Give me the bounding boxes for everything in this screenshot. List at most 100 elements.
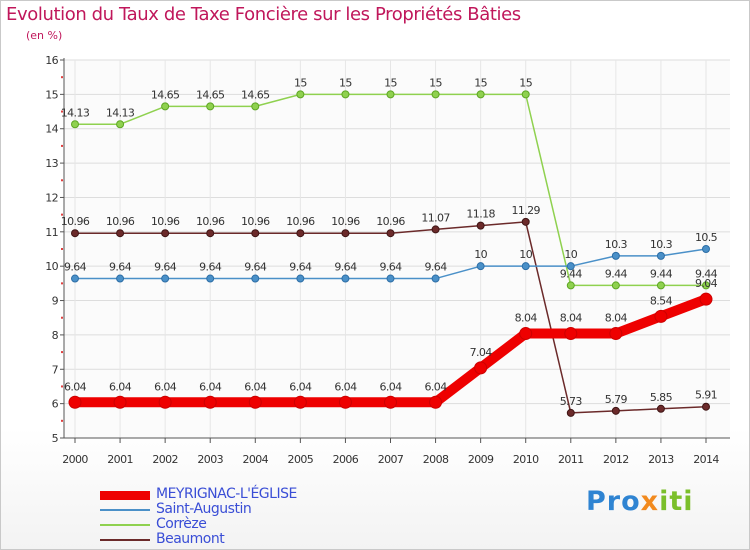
y-minor-mark	[61, 316, 63, 319]
x-tick-label: 2011	[558, 453, 584, 466]
series-1-data-label: 10	[564, 248, 577, 261]
series-2-data-label: 14.13	[106, 106, 135, 119]
series-0-data-label: 6.04	[199, 380, 222, 393]
x-tick-label: 2004	[242, 453, 268, 466]
series-1-point	[566, 262, 575, 271]
series-2-data-label: 14.13	[61, 106, 90, 119]
series-3-point	[296, 229, 305, 238]
series-1-data-label: 10	[519, 248, 532, 261]
series-2-point	[251, 102, 260, 111]
series-1-point	[656, 251, 665, 260]
y-minor-mark	[61, 385, 63, 388]
series-3-data-label: 5.73	[560, 395, 583, 408]
y-minor-mark	[61, 213, 63, 216]
series-0-point	[203, 395, 217, 409]
brand-part-1: Pro	[586, 486, 641, 517]
series-3-point	[702, 402, 710, 411]
series-0-data-label: 8.54	[650, 294, 673, 307]
unit-label: (en %)	[26, 29, 63, 42]
series-0-data-label: 7.04	[470, 346, 493, 359]
series-2-point	[702, 281, 710, 290]
series-3-data-label: 10.96	[376, 215, 405, 228]
x-tick-label: 2001	[107, 453, 133, 466]
series-1-data-label: 9.64	[425, 261, 448, 274]
series-2-point	[521, 90, 530, 99]
series-2-data-label: 14.65	[241, 88, 270, 101]
y-minor-mark	[61, 179, 63, 182]
series-0-point	[654, 309, 668, 323]
legend-label: Saint-Augustin	[156, 501, 252, 517]
series-1-point	[71, 274, 79, 283]
series-1-point	[251, 274, 260, 283]
series-0-point	[429, 395, 443, 409]
brand-part-3: iti	[659, 486, 694, 517]
series-1-data-label: 10.3	[650, 238, 673, 251]
series-2-data-label: 15	[429, 76, 442, 89]
series-3-point	[161, 229, 170, 238]
x-tick-label: 2009	[468, 453, 494, 466]
series-1-point	[116, 274, 125, 283]
y-tick-label: 15	[45, 88, 58, 101]
series-1-data-label: 9.64	[154, 261, 177, 274]
y-tick-label: 13	[45, 157, 58, 170]
series-3-point	[656, 404, 665, 413]
series-0-point	[113, 395, 127, 409]
y-tick-label: 10	[45, 260, 58, 273]
y-tick-label: 14	[45, 123, 58, 136]
series-1-point	[431, 274, 440, 283]
series-2-point	[71, 120, 79, 129]
series-3-data-label: 5.79	[605, 393, 628, 406]
series-2-data-label: 14.65	[196, 88, 225, 101]
y-tick-label: 6	[52, 398, 59, 411]
series-2-data-label: 9.44	[605, 267, 628, 280]
series-2-data-label: 15	[474, 76, 487, 89]
y-tick-label: 16	[45, 54, 58, 67]
y-minor-mark	[61, 76, 63, 79]
series-0-data-label: 6.04	[425, 380, 448, 393]
series-3-data-label: 10.96	[61, 215, 90, 228]
series-3-point	[116, 229, 125, 238]
y-tick-label: 9	[52, 295, 59, 308]
series-1-point	[161, 274, 170, 283]
series-3-point	[251, 229, 260, 238]
series-3-data-label: 10.96	[286, 215, 315, 228]
series-3-data-label: 10.96	[196, 215, 225, 228]
series-3-data-label: 11.29	[511, 204, 540, 217]
series-3-data-label: 5.85	[650, 391, 673, 404]
series-1-data-label: 9.64	[199, 261, 222, 274]
series-1-point	[386, 274, 395, 283]
y-tick-label: 5	[52, 432, 59, 445]
brand-logo: Proxiti	[586, 486, 694, 517]
series-3-point	[521, 217, 530, 226]
x-tick-label: 2012	[603, 453, 629, 466]
series-0-point	[248, 395, 262, 409]
series-3-data-label: 5.91	[695, 389, 717, 402]
series-0-point	[293, 395, 307, 409]
series-0-point	[564, 327, 578, 341]
series-3-point	[476, 221, 485, 230]
chart-title: Evolution du Taux de Taxe Foncière sur l…	[6, 4, 521, 25]
series-3-data-label: 10.96	[241, 215, 270, 228]
series-2-point	[341, 90, 350, 99]
series-2-point	[386, 90, 395, 99]
legend-swatch	[100, 509, 150, 511]
x-tick-label: 2002	[152, 453, 178, 466]
series-2-data-label: 15	[519, 76, 532, 89]
series-1-point	[702, 245, 710, 253]
series-0-point	[699, 292, 713, 306]
series-0-point	[609, 327, 623, 341]
x-tick-label: 2013	[648, 453, 674, 466]
series-0-data-label: 8.04	[560, 312, 583, 325]
x-tick-label: 2007	[378, 453, 404, 466]
series-1-data-label: 10.3	[605, 238, 628, 251]
plot-area	[64, 60, 730, 438]
series-0-point	[68, 395, 82, 409]
series-1-point	[341, 274, 350, 283]
series-0-data-label: 6.04	[334, 380, 357, 393]
series-1-point	[296, 274, 305, 283]
brand-part-2: x	[640, 486, 660, 517]
x-tick-label: 2005	[288, 453, 314, 466]
legend-swatch	[100, 524, 150, 526]
series-0-point	[474, 361, 488, 375]
series-1-data-label: 10.5	[695, 231, 718, 244]
